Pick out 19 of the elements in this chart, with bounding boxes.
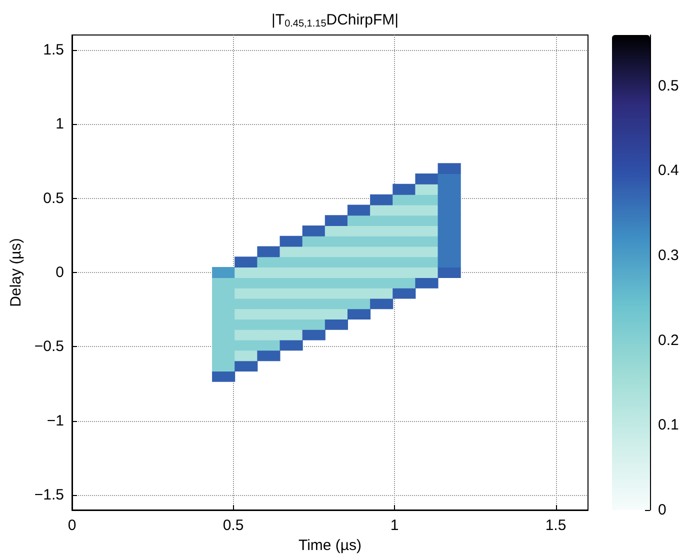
color-bar-label: 0.2 bbox=[658, 332, 679, 349]
color-bar-label: 0.3 bbox=[658, 247, 679, 264]
y-tick-label: −0.5 bbox=[34, 338, 64, 356]
color-bar-label: 0.1 bbox=[658, 416, 679, 434]
y-tick-label: −1.5 bbox=[34, 486, 64, 504]
x-tick-label: 1 bbox=[390, 517, 399, 534]
y-axis-title: Delay (µs) bbox=[7, 238, 24, 307]
x-axis-title: Time (µs) bbox=[298, 536, 362, 554]
y-tick-label: 0 bbox=[56, 264, 64, 281]
y-tick-label: 1.5 bbox=[43, 41, 64, 58]
color-bar-label: 0.4 bbox=[658, 162, 679, 180]
x-tick-label: 1.5 bbox=[545, 517, 566, 534]
y-tick-label: 1 bbox=[56, 116, 64, 133]
y-tick-label: 0.5 bbox=[43, 190, 64, 207]
y-tick-label: −1 bbox=[46, 412, 64, 430]
color-bar-label: 0 bbox=[658, 502, 666, 518]
x-tick-label: 0 bbox=[68, 517, 76, 534]
color-bar-label: 0.5 bbox=[658, 77, 679, 94]
x-tick-label: 0.5 bbox=[222, 517, 244, 534]
